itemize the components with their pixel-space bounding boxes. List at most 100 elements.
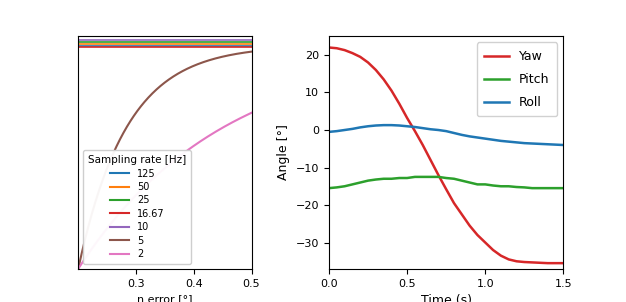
Roll xyxy=(387,123,395,127)
Roll xyxy=(380,123,387,127)
Roll xyxy=(490,138,497,142)
Pitch xyxy=(333,185,341,189)
Roll xyxy=(434,128,442,132)
Pitch xyxy=(443,176,450,180)
Yaw xyxy=(396,102,403,106)
Yaw xyxy=(427,158,434,162)
Pitch xyxy=(380,177,387,181)
Yaw xyxy=(380,78,387,81)
Legend: Yaw, Pitch, Roll: Yaw, Pitch, Roll xyxy=(476,43,557,117)
Yaw xyxy=(372,68,379,72)
Pitch xyxy=(411,175,419,179)
Legend: 125, 50, 25, 16.67, 10, 5, 2: 125, 50, 25, 16.67, 10, 5, 2 xyxy=(83,150,191,264)
Yaw xyxy=(536,261,544,265)
Roll xyxy=(521,141,528,145)
Yaw xyxy=(528,261,536,264)
Yaw xyxy=(333,47,341,50)
Pitch xyxy=(560,186,567,190)
Line: Pitch: Pitch xyxy=(329,177,563,188)
Yaw xyxy=(497,254,505,258)
Pitch xyxy=(490,184,497,187)
Pitch xyxy=(474,183,481,186)
Roll xyxy=(364,124,372,128)
Roll xyxy=(411,125,419,129)
Roll xyxy=(544,143,552,146)
Pitch xyxy=(528,186,536,190)
X-axis label: Time (s): Time (s) xyxy=(421,294,471,302)
Roll xyxy=(528,142,536,145)
Pitch xyxy=(497,185,505,188)
Pitch xyxy=(458,179,466,182)
Pitch xyxy=(505,185,513,188)
Yaw xyxy=(521,260,528,264)
Yaw xyxy=(505,258,513,261)
Pitch xyxy=(450,177,458,181)
Line: Roll: Roll xyxy=(329,125,563,145)
Roll xyxy=(560,143,567,147)
Roll xyxy=(474,136,481,139)
Pitch xyxy=(396,176,403,180)
Yaw xyxy=(513,259,520,263)
Yaw xyxy=(552,261,560,265)
Yaw xyxy=(466,224,473,227)
Roll xyxy=(552,143,560,146)
Pitch xyxy=(364,179,372,182)
Roll xyxy=(536,142,544,146)
Yaw xyxy=(434,173,442,177)
Roll xyxy=(326,130,333,134)
Yaw xyxy=(443,188,450,191)
Pitch xyxy=(349,183,356,186)
X-axis label: n error [°]: n error [°] xyxy=(137,294,193,302)
Yaw xyxy=(403,116,411,120)
Pitch xyxy=(403,176,411,180)
Pitch xyxy=(341,185,348,188)
Pitch xyxy=(521,185,528,189)
Roll xyxy=(513,140,520,144)
Yaw xyxy=(419,143,426,147)
Pitch xyxy=(544,186,552,190)
Yaw xyxy=(326,46,333,49)
Pitch xyxy=(434,175,442,179)
Roll xyxy=(427,127,434,131)
Roll xyxy=(505,140,513,143)
Yaw xyxy=(341,48,348,52)
Roll xyxy=(466,135,473,138)
Roll xyxy=(341,128,348,132)
Y-axis label: Angle [°]: Angle [°] xyxy=(277,124,290,181)
Roll xyxy=(372,124,379,127)
Pitch xyxy=(419,175,426,179)
Pitch xyxy=(372,178,379,181)
Yaw xyxy=(560,261,567,265)
Roll xyxy=(450,131,458,135)
Pitch xyxy=(536,186,544,190)
Yaw xyxy=(450,201,458,205)
Pitch xyxy=(387,177,395,181)
Pitch xyxy=(326,186,333,190)
Pitch xyxy=(552,186,560,190)
Roll xyxy=(481,137,489,140)
Pitch xyxy=(466,181,473,184)
Roll xyxy=(497,139,505,143)
Roll xyxy=(419,126,426,130)
Pitch xyxy=(513,185,520,189)
Roll xyxy=(458,133,466,137)
Pitch xyxy=(481,183,489,186)
Pitch xyxy=(427,175,434,179)
Yaw xyxy=(387,89,395,92)
Roll xyxy=(443,129,450,133)
Roll xyxy=(403,124,411,128)
Yaw xyxy=(474,233,481,237)
Roll xyxy=(349,127,356,131)
Yaw xyxy=(364,61,372,64)
Yaw xyxy=(349,51,356,55)
Yaw xyxy=(356,55,364,59)
Yaw xyxy=(481,241,489,244)
Yaw xyxy=(411,129,419,133)
Roll xyxy=(396,124,403,127)
Pitch xyxy=(356,181,364,184)
Yaw xyxy=(490,248,497,252)
Roll xyxy=(356,126,364,129)
Yaw xyxy=(544,261,552,265)
Roll xyxy=(333,129,341,133)
Yaw xyxy=(458,213,466,216)
